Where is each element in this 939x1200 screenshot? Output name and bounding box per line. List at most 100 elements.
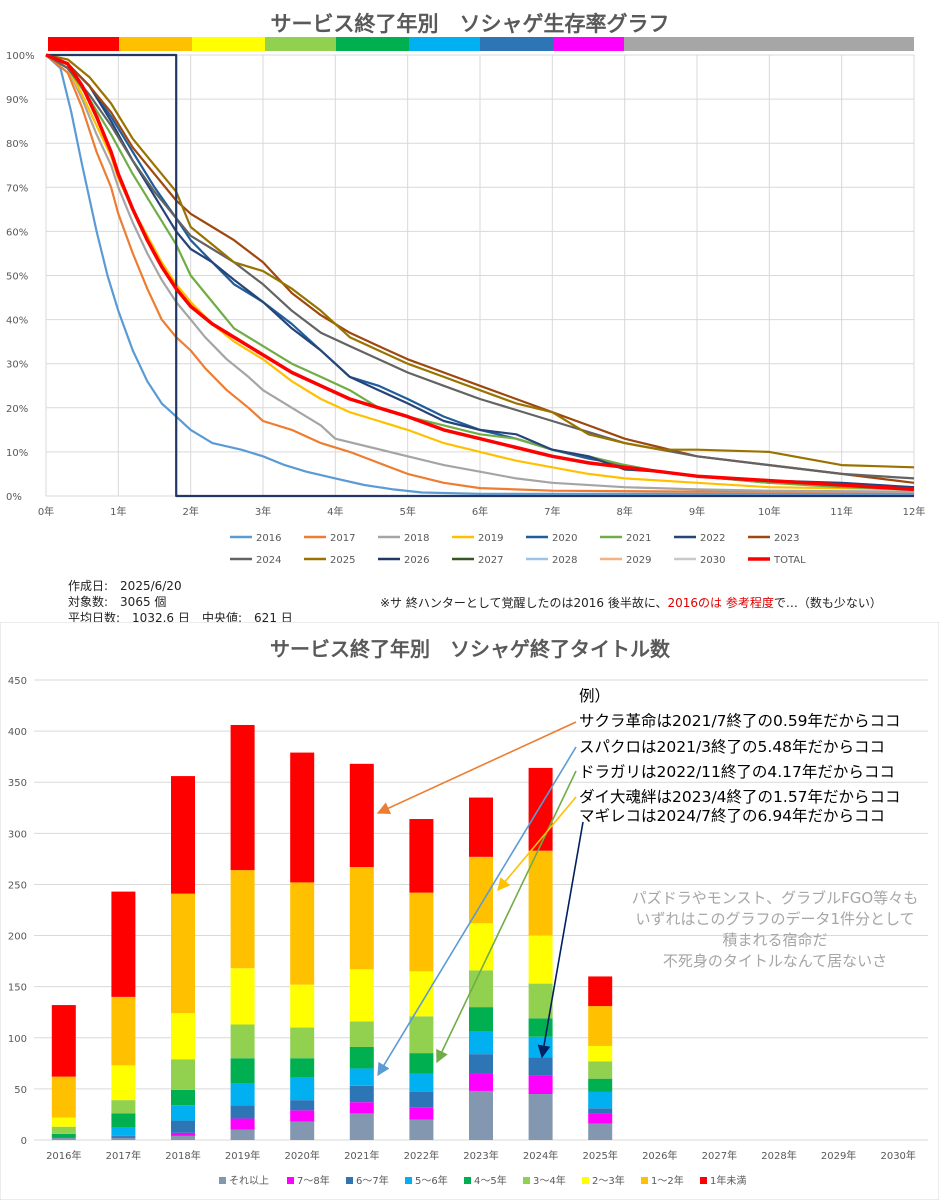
bar-segment [111, 1136, 136, 1138]
bar-segment [230, 870, 255, 969]
bar-segment [230, 724, 255, 871]
bar-segment [528, 1075, 553, 1094]
x-tick-label: 4年 [327, 505, 343, 518]
bar-legend: それ以上 7～8年 6～7年 5～6年 4～5年 3～4年 2～3年 1～2年 1年未満 [219, 1174, 746, 1187]
legend-swatch [523, 1177, 530, 1184]
legend-label: 2028 [552, 555, 577, 566]
example-head: 例） [579, 687, 611, 705]
legend-label: 2021 [626, 533, 651, 544]
bar-segment [230, 1024, 255, 1059]
bar-segment [51, 1137, 76, 1140]
bar-segment [171, 893, 195, 1014]
gray-note: パズドラやモンスト、グラブルFGO等々も いずれはこのグラフのデータ1件分として… [615, 888, 935, 972]
example-sakura: サクラ革命は2021/7終了の0.59年だからココ [579, 712, 901, 730]
survival-top-color-band [48, 37, 914, 51]
bar-segment [349, 1021, 374, 1047]
bar-segment [469, 1054, 493, 1074]
bar-segment [349, 1046, 374, 1069]
legend-label: 4～5年 [474, 1174, 507, 1187]
example-arrow [537, 821, 584, 1059]
x-tick-label: 3年 [255, 505, 271, 518]
bar-segment [469, 970, 493, 1008]
band-segment [48, 37, 119, 51]
x-tick-label: 2021年 [344, 1149, 379, 1162]
bar-segment [409, 1091, 434, 1108]
bar-segment [588, 976, 613, 1007]
legend-label: 2026 [404, 555, 429, 566]
legend-label: 1～2年 [651, 1174, 684, 1187]
x-tick-label: 10年 [758, 505, 781, 518]
band-segment [192, 37, 265, 51]
target-count: 対象数: 3065 個 [68, 595, 167, 609]
bar-segment [171, 1105, 195, 1121]
bar-segment [290, 1058, 315, 1078]
x-tick-label: 2022年 [404, 1149, 439, 1162]
legend-label: 2022 [700, 533, 725, 544]
survival-lines [45, 53, 915, 498]
x-tick-label: 2017年 [106, 1149, 141, 1162]
legend-label: それ以上 [229, 1175, 269, 1187]
y-tick-label: 10% [6, 448, 28, 459]
note-highlight: 2016のは 参考程度 [667, 596, 774, 610]
bar-segment [349, 1068, 374, 1086]
bar-segment [290, 984, 315, 1028]
bar-segment [469, 1090, 493, 1140]
legend-label: 2018 [404, 533, 429, 544]
x-tick-label: 12年 [903, 505, 926, 518]
bar-segment [409, 971, 434, 1017]
legend-label: 1年未満 [710, 1174, 746, 1187]
legend-label: 2024 [256, 555, 281, 566]
y-tick-label: 80% [6, 139, 28, 150]
bar-segment [469, 923, 493, 971]
bar-segment [51, 1133, 76, 1138]
bar-segment [111, 1137, 136, 1140]
bar-segment [171, 1059, 195, 1090]
legend-label: 2019 [478, 533, 503, 544]
x-tick-label: 2016年 [46, 1149, 81, 1162]
created-date: 作成日: 2025/6/20 [68, 579, 182, 593]
x-tick-label: 2020年 [284, 1149, 319, 1162]
legend-label: 2030 [700, 555, 725, 566]
band-segment [553, 37, 624, 51]
bar-segment [588, 1045, 613, 1062]
note-suffix: で…（数も少ない） [773, 596, 882, 610]
x-tick-label: 2024年 [523, 1149, 558, 1162]
series-line-2016 [45, 54, 914, 495]
band-segment [119, 37, 192, 51]
bar-segment [588, 1006, 613, 1046]
bar-segment [349, 867, 374, 970]
example-arrow [436, 770, 577, 1064]
bar-segment [171, 1120, 195, 1133]
bar-segment [528, 1057, 553, 1076]
series-line-2025 [45, 53, 915, 469]
bar-segment [409, 892, 434, 972]
bar-segment [230, 1058, 255, 1084]
legend-label: 2～3年 [592, 1174, 625, 1187]
legend-label: 7～8年 [297, 1174, 330, 1187]
legend-swatch [641, 1177, 648, 1184]
bar-segment [409, 1107, 434, 1120]
legend-label: 2017 [330, 533, 355, 544]
legend-swatch [346, 1177, 353, 1184]
bar-segment [171, 776, 195, 894]
bar-segment [290, 882, 315, 985]
bar-segment [469, 1073, 493, 1091]
y-tick-label: 90% [6, 95, 28, 106]
x-tick-label: 11年 [830, 505, 853, 518]
legend-swatch [464, 1177, 471, 1184]
legend-swatch [287, 1177, 294, 1184]
gray-note-line: いずれはこのグラフのデータ1件分として [635, 910, 915, 928]
series-line-TOTAL [45, 53, 915, 492]
bar-segment [111, 996, 136, 1066]
bar-segment [171, 1013, 195, 1060]
legend-label: 3～4年 [533, 1174, 566, 1187]
legend-label: 6～7年 [356, 1174, 389, 1187]
legend-label: 2023 [774, 533, 799, 544]
x-tick-label: 2025年 [582, 1149, 617, 1162]
band-segment [624, 37, 914, 51]
legend-swatch [582, 1177, 589, 1184]
y-tick-label: 100% [6, 51, 35, 62]
bar-segment [51, 1117, 76, 1127]
y-tick-label: 20% [6, 404, 28, 415]
bar-segment [528, 1094, 553, 1140]
